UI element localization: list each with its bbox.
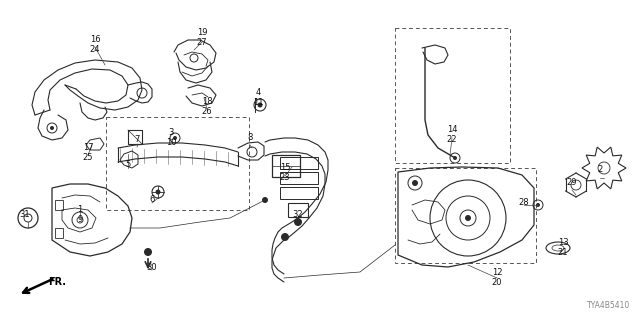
Text: 13
21: 13 21 (557, 238, 568, 257)
Circle shape (294, 218, 302, 226)
Text: 7: 7 (134, 135, 140, 144)
Text: 2: 2 (597, 165, 603, 174)
Text: 4
11: 4 11 (253, 88, 263, 107)
Bar (128, 130, 142, 144)
Bar (395, 28, 510, 163)
Circle shape (262, 197, 268, 203)
Circle shape (257, 102, 262, 108)
Circle shape (281, 233, 289, 241)
Bar (280, 157, 318, 169)
Text: 6: 6 (149, 195, 155, 204)
Bar (106, 117, 249, 210)
Circle shape (536, 203, 540, 207)
Bar (280, 172, 318, 184)
Text: 16
24: 16 24 (90, 35, 100, 54)
Bar (288, 203, 308, 217)
Bar (280, 187, 318, 199)
Bar (55, 228, 63, 238)
Text: 32: 32 (292, 210, 303, 219)
Text: 12
20: 12 20 (492, 268, 502, 287)
Text: 5: 5 (125, 160, 131, 169)
Text: 1
9: 1 9 (77, 205, 83, 224)
Bar (395, 168, 536, 263)
Text: 28: 28 (518, 198, 529, 207)
Text: 30: 30 (147, 263, 157, 272)
Text: 31: 31 (20, 210, 30, 219)
Bar (55, 200, 63, 210)
Text: 19
27: 19 27 (196, 28, 207, 47)
Circle shape (412, 180, 418, 186)
Text: FR.: FR. (48, 277, 66, 287)
Circle shape (144, 248, 152, 256)
Circle shape (453, 156, 457, 160)
Text: TYA4B5410: TYA4B5410 (587, 301, 630, 310)
Circle shape (156, 189, 161, 195)
Text: 3
10: 3 10 (166, 128, 176, 147)
Text: 29: 29 (567, 178, 577, 187)
Text: 18
26: 18 26 (202, 97, 212, 116)
Circle shape (173, 136, 177, 140)
Circle shape (465, 215, 471, 221)
Text: 14
22: 14 22 (447, 125, 457, 144)
Circle shape (50, 126, 54, 130)
Text: 15
23: 15 23 (280, 163, 291, 182)
Text: 17
25: 17 25 (83, 143, 93, 162)
Bar (272, 155, 300, 177)
Text: 8: 8 (247, 133, 253, 142)
